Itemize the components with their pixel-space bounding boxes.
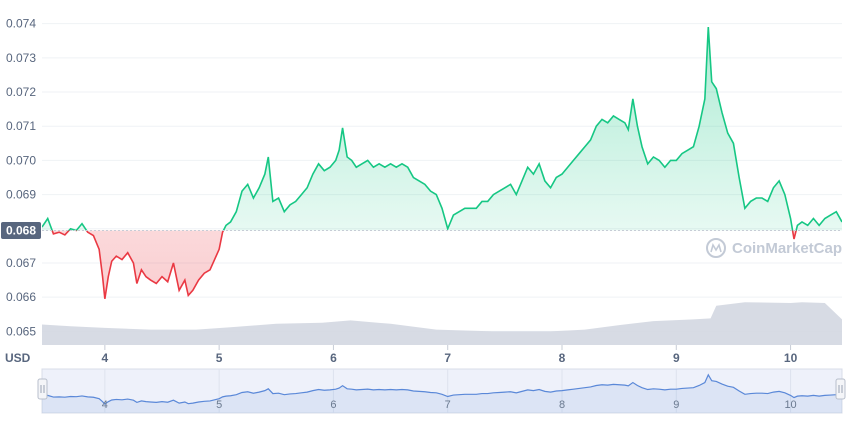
watermark-text: CoinMarketCap — [732, 240, 842, 257]
x-axis: 4 5 6 7 8 9 10 — [102, 345, 798, 365]
x-tick-label: 8 — [559, 351, 566, 365]
price-line-up — [42, 27, 842, 231]
navigator-left-handle[interactable] — [37, 378, 48, 400]
navigator-series-line — [41, 373, 843, 405]
x-tick-label: 4 — [102, 351, 109, 365]
navigator-area — [42, 374, 842, 413]
navigator-tick-label: 7 — [445, 399, 451, 411]
unit-label: USD — [5, 351, 31, 365]
volume-area — [42, 302, 842, 345]
price-area — [42, 27, 842, 299]
y-tick-label: 0.069 — [6, 188, 36, 202]
navigator-tick-label: 5 — [216, 399, 222, 411]
navigator-tick-label: 9 — [673, 399, 679, 411]
navigator-tick-label: 10 — [784, 399, 796, 411]
x-tick-label: 7 — [444, 351, 451, 365]
y-tick-label: 0.070 — [6, 153, 36, 167]
navigator-ticks: 4 5 6 7 8 9 10 — [102, 399, 797, 411]
y-tick-label: 0.066 — [6, 290, 36, 304]
price-line-down — [51, 230, 797, 299]
x-tick-label: 10 — [784, 351, 798, 365]
y-axis: 0.065 0.066 0.067 0.068 0.069 0.070 0.071 0.072… — [6, 17, 36, 339]
watermark: CoinMarketCap — [706, 238, 842, 258]
price-line — [42, 27, 842, 299]
navigator-tick-label: 4 — [102, 399, 108, 411]
navigator-right-handle[interactable] — [835, 378, 846, 400]
y-tick-label: 0.071 — [6, 119, 36, 133]
navigator-grid — [104, 369, 792, 413]
navigator-tick-label: 8 — [559, 399, 565, 411]
navigator-line — [41, 373, 843, 413]
right-handle-grip[interactable] — [835, 378, 846, 400]
price-area-up — [42, 27, 842, 231]
range-navigator[interactable]: 4 5 6 7 8 9 10 — [37, 368, 846, 414]
coinmarketcap-logo-icon — [706, 238, 726, 258]
y-tick-label: 0.073 — [6, 51, 36, 65]
y-tick-label: 0.067 — [6, 256, 36, 270]
navigator-tick-label: 6 — [330, 399, 336, 411]
y-tick-label: 0.065 — [6, 324, 36, 338]
volume-shape — [42, 302, 842, 345]
y-tick-label: 0.074 — [6, 17, 36, 31]
current-price-tag: 0.068 — [1, 221, 41, 239]
logo-mark-icon — [710, 243, 722, 253]
x-tick-label: 5 — [216, 351, 223, 365]
current-price-badge — [1, 221, 41, 239]
price-area-down — [42, 230, 842, 299]
y-tick-label: 0.072 — [6, 85, 36, 99]
left-handle-grip[interactable] — [37, 378, 48, 400]
current-price-label: 0.068 — [6, 223, 36, 237]
x-tick-label: 9 — [673, 351, 680, 365]
x-tick-label: 6 — [330, 351, 337, 365]
